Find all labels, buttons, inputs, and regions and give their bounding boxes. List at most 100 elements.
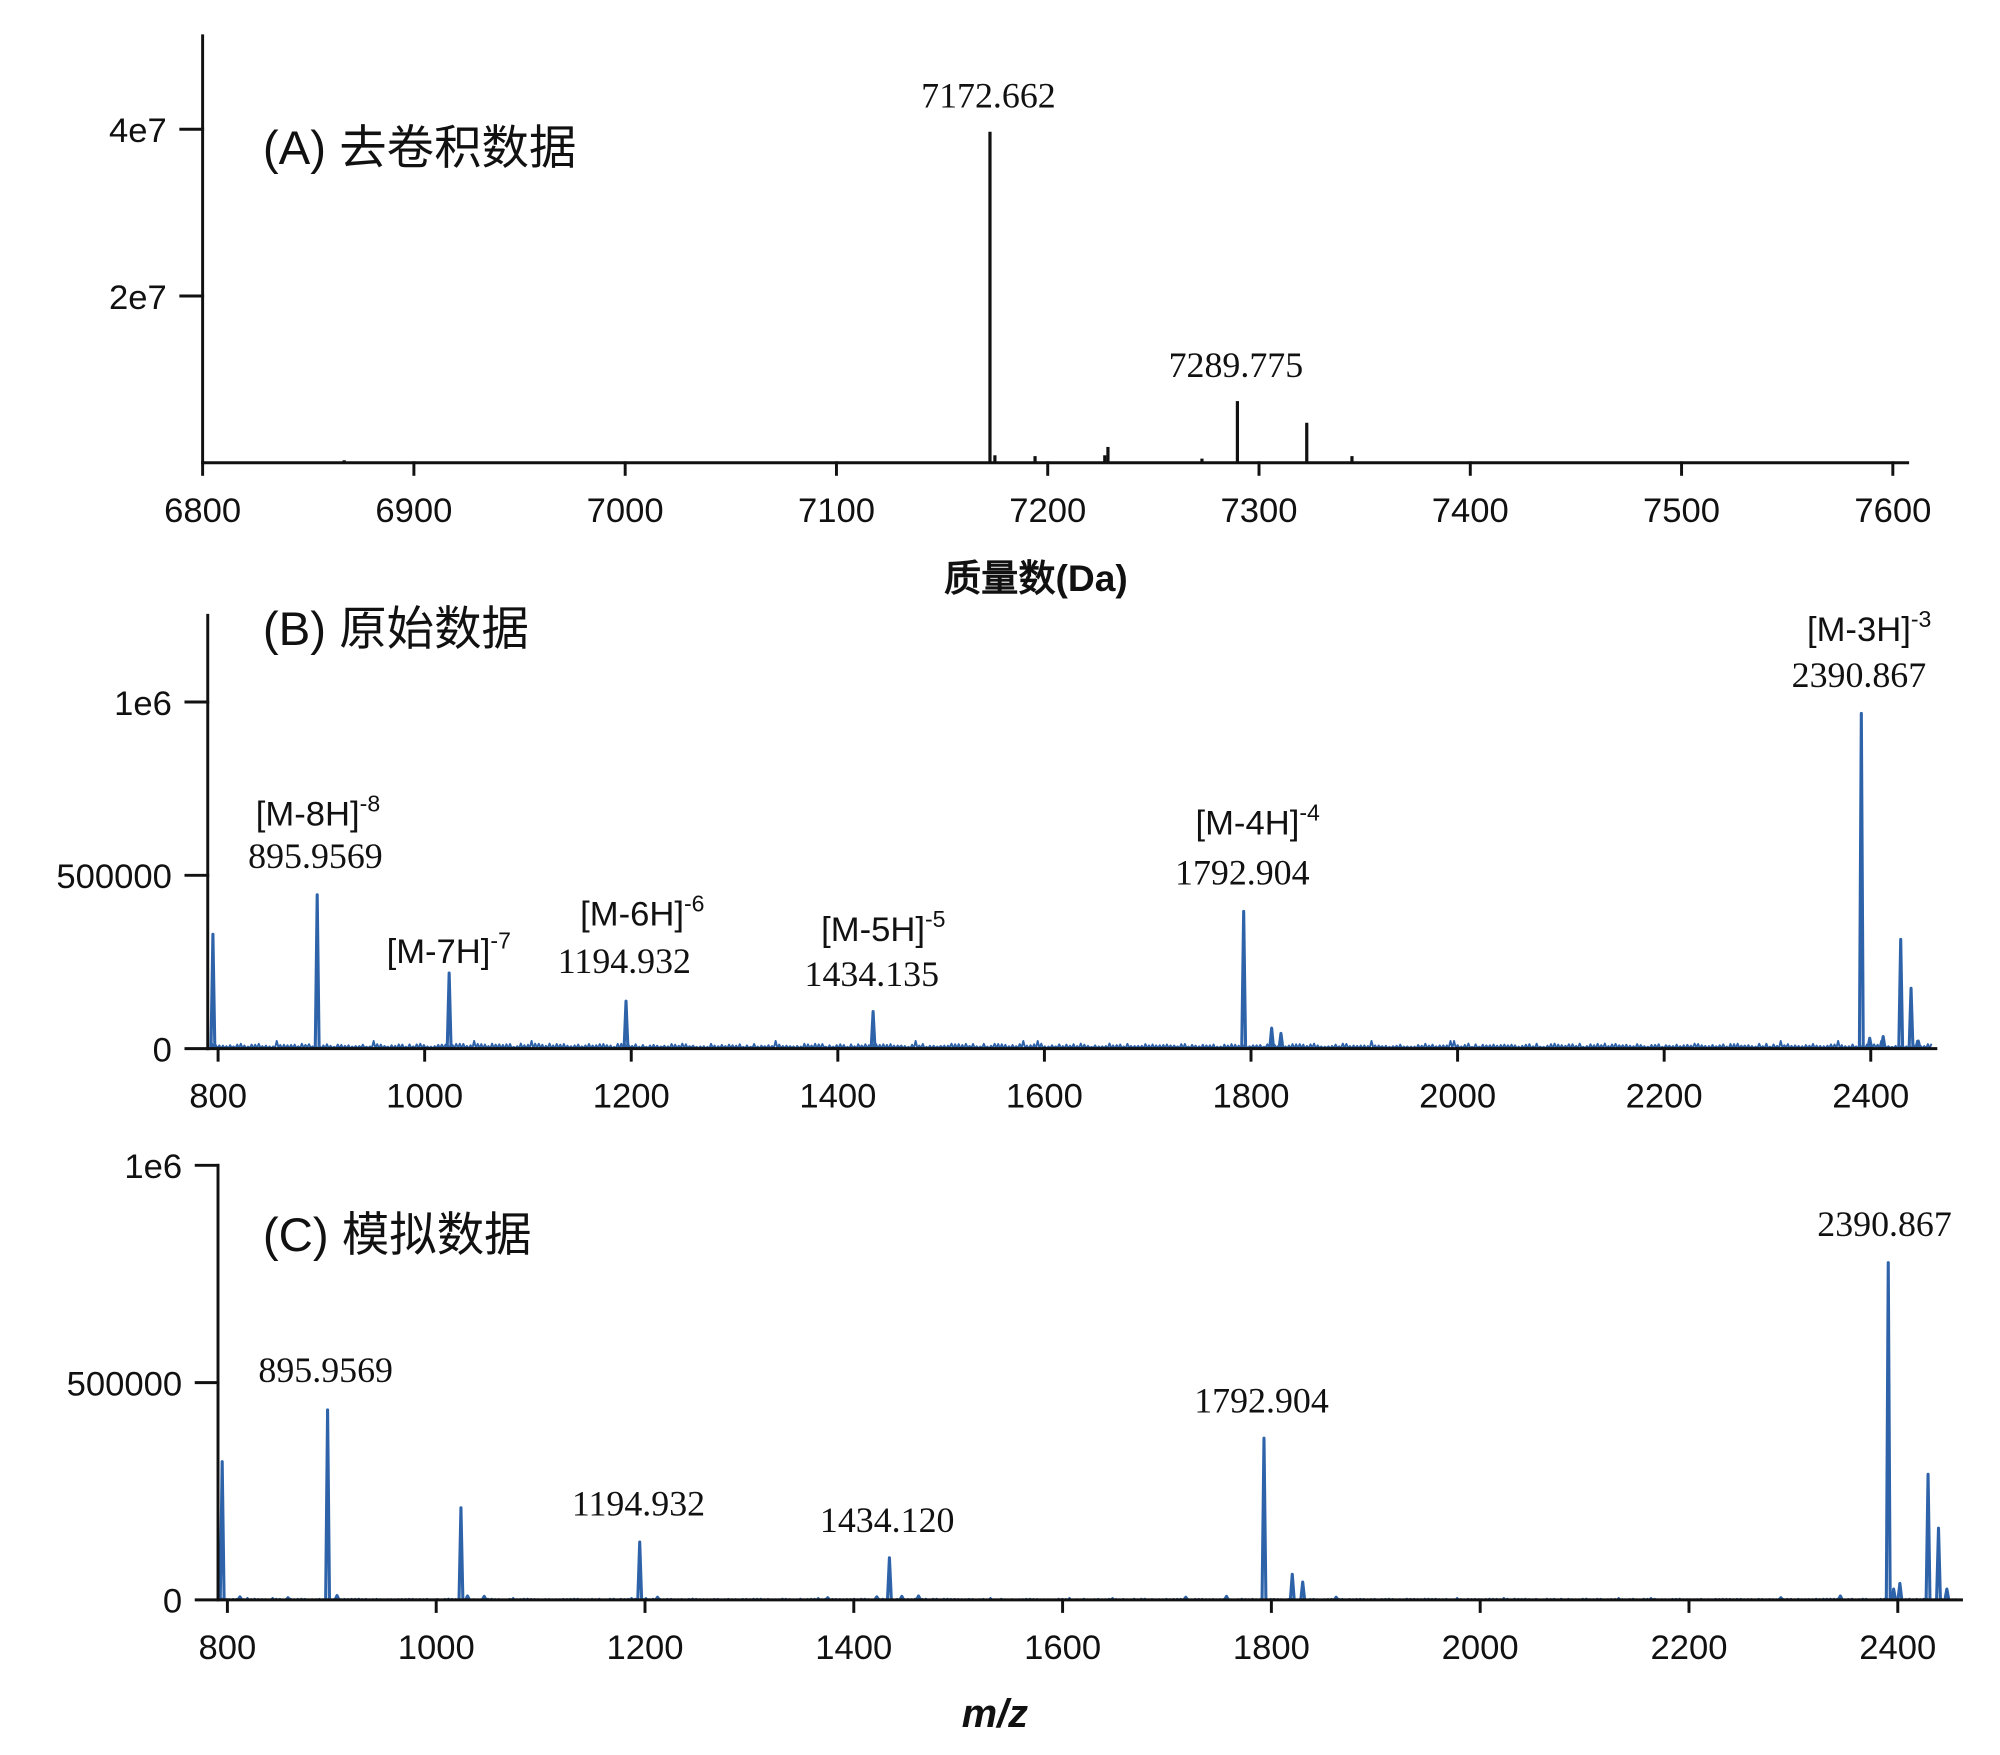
x-tick-label: 2400 xyxy=(1832,1078,1909,1116)
ion-label: [M-6H]-6 xyxy=(580,890,704,933)
ion-label: [M-3H]-3 xyxy=(1807,606,1931,649)
ion-charge-superscript: -7 xyxy=(490,928,511,954)
y-tick-label: 0 xyxy=(163,1583,182,1621)
spectrum-peak xyxy=(1288,1572,1296,1600)
panel-c-trace xyxy=(218,1261,1957,1601)
spectrum-peak xyxy=(1943,1587,1951,1601)
ion-label: [M-4H]-4 xyxy=(1195,799,1320,842)
y-tick-label: 1e6 xyxy=(124,1148,182,1186)
x-tick-label: 1200 xyxy=(606,1629,683,1667)
x-tick-label: 1800 xyxy=(1213,1078,1290,1116)
x-tick-label: 1600 xyxy=(1006,1078,1083,1116)
ion-charge-superscript: -5 xyxy=(925,906,946,932)
x-tick-label: 7300 xyxy=(1221,492,1298,530)
spectrum-peak xyxy=(1924,1472,1932,1600)
panel-a-axes: 6800 6900 7000 7100 7200 7300 7400 7500 7600 2e7 4… xyxy=(109,34,1931,530)
spectrum-peak xyxy=(1268,1026,1276,1049)
spectrum-peak xyxy=(1896,1581,1904,1601)
baseline-noise-trace xyxy=(209,1039,1933,1050)
peak-mz-label: 1194.932 xyxy=(558,941,691,981)
spectrum-peak xyxy=(457,1506,465,1600)
x-tick-label: 1000 xyxy=(398,1629,475,1667)
spectrum-peak xyxy=(1935,1526,1942,1600)
x-tick-label: 7400 xyxy=(1432,492,1509,530)
ion-formula: [M-8H] xyxy=(256,796,360,834)
x-tick-label: 6800 xyxy=(164,492,241,530)
spectrum-peak xyxy=(1897,937,1905,1049)
panel-b-axes: 800 1000 1200 1400 1600 1800 2000 2200 2400 0 5000… xyxy=(56,613,1938,1116)
peak-mz-label: 1792.904 xyxy=(1194,1381,1329,1421)
x-tick-label: 2000 xyxy=(1442,1629,1519,1667)
panel-a-title: (A) 去卷积数据 xyxy=(263,122,576,175)
y-tick-label: 1e6 xyxy=(114,685,172,723)
peak-mz-label: 2390.867 xyxy=(1817,1204,1952,1244)
panel-c-axes: 800 1000 1200 1400 1600 1800 2000 2200 2400 0 5000… xyxy=(67,1148,1963,1667)
x-tick-label: 7500 xyxy=(1643,492,1720,530)
x-tick-label: 800 xyxy=(189,1078,247,1116)
peak-mz-label: 895.9569 xyxy=(248,836,383,876)
spectrum-peak xyxy=(622,999,630,1049)
y-tick-label: 0 xyxy=(153,1031,172,1069)
peak-mz-label: 1792.904 xyxy=(1175,853,1310,893)
x-tick-label: 7100 xyxy=(798,492,875,530)
spectrum-peak xyxy=(1277,1031,1285,1049)
spectrum-peak xyxy=(1907,986,1915,1049)
spectrum-peak xyxy=(1884,1261,1892,1600)
ion-label: [M-8H]-8 xyxy=(256,790,380,833)
x-tick-label: 2200 xyxy=(1650,1629,1727,1667)
panel-b-title: (B) 原始数据 xyxy=(263,603,529,656)
y-tick-label: 2e7 xyxy=(109,279,167,317)
peak-mz-label: 2390.867 xyxy=(1792,655,1927,695)
spectrum-peak xyxy=(1914,1039,1922,1050)
x-tick-label: 1400 xyxy=(815,1629,892,1667)
spectrum-peak xyxy=(1866,1036,1874,1049)
ion-charge-superscript: -4 xyxy=(1299,799,1320,825)
x-tick-label: 2000 xyxy=(1419,1078,1496,1116)
ion-formula: [M-5H] xyxy=(821,911,925,949)
panel-b-trace xyxy=(209,711,1933,1050)
panel-a-peaks xyxy=(342,131,1354,463)
spectrum-peak xyxy=(885,1556,893,1600)
x-tick-label: 6900 xyxy=(375,492,452,530)
spectrum-peak xyxy=(1857,711,1865,1049)
y-tick-label: 4e7 xyxy=(109,112,167,150)
x-tick-label: 1400 xyxy=(799,1078,876,1116)
y-tick-label: 500000 xyxy=(67,1365,183,1403)
ion-label: [M-7H]-7 xyxy=(387,928,511,971)
peak-mz-label: 1194.932 xyxy=(572,1483,705,1523)
panel-b-raw-spectrum: 800 1000 1200 1400 1600 1800 2000 2200 2400 0 5000… xyxy=(56,603,1938,1116)
panel-c-simulated-spectrum: 800 1000 1200 1400 1600 1800 2000 2200 2400 0 5000… xyxy=(67,1148,1963,1736)
x-tick-label: 1200 xyxy=(593,1078,670,1116)
x-tick-label: 7600 xyxy=(1854,492,1931,530)
x-tick-label: 7200 xyxy=(1009,492,1086,530)
spectrum-peak xyxy=(1879,1034,1887,1049)
panel-a-deconvoluted-spectrum: 6800 6900 7000 7100 7200 7300 7400 7500 7600 2e7 4… xyxy=(109,34,1931,599)
spectrum-peak xyxy=(209,932,217,1049)
x-tick-label: 1000 xyxy=(386,1078,463,1116)
x-tick-label: 1800 xyxy=(1233,1629,1310,1667)
x-tick-label: 2200 xyxy=(1626,1078,1703,1116)
spectrum-peak xyxy=(313,893,321,1049)
panel-a-x-axis-label: 质量数(Da) xyxy=(944,557,1128,599)
spectrum-peak xyxy=(636,1540,644,1600)
x-tick-label: 1600 xyxy=(1024,1629,1101,1667)
spectrum-peak xyxy=(1240,909,1248,1049)
ion-charge-superscript: -3 xyxy=(1911,606,1932,632)
spectrum-peak xyxy=(445,971,453,1049)
peak-mz-label: 1434.135 xyxy=(805,954,940,994)
ion-formula: [M-4H] xyxy=(1195,805,1299,843)
peak-mass-label: 7172.662 xyxy=(921,76,1056,116)
ion-charge-superscript: -6 xyxy=(684,890,705,916)
x-tick-label: 2400 xyxy=(1859,1629,1936,1667)
y-tick-label: 500000 xyxy=(56,858,172,896)
panel-c-x-axis-label: m/z xyxy=(962,1692,1028,1736)
x-tick-label: 800 xyxy=(199,1629,257,1667)
panel-c-title: (C) 模拟数据 xyxy=(263,1209,532,1262)
spectrum-peak xyxy=(218,1460,226,1600)
x-tick-label: 7000 xyxy=(587,492,664,530)
ion-formula: [M-7H] xyxy=(387,933,491,971)
spectrum-peak xyxy=(1890,1587,1898,1601)
ion-formula: [M-3H] xyxy=(1807,611,1911,649)
peak-mz-label: 895.9569 xyxy=(258,1350,393,1390)
